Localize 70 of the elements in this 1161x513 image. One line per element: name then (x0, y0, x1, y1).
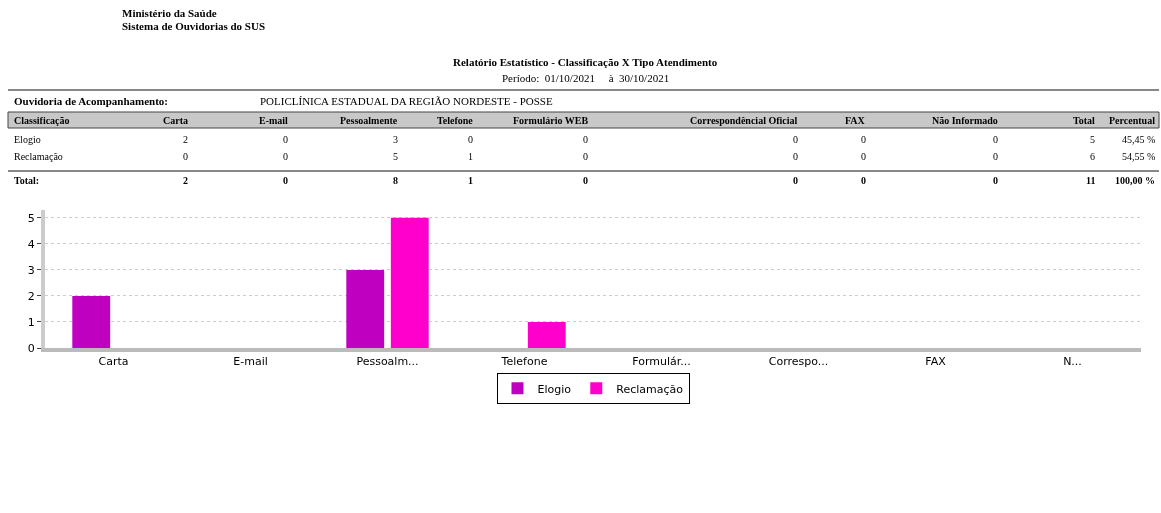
text: 0 (283, 134, 288, 145)
text: 0 (468, 134, 473, 145)
bar (390, 217, 429, 348)
text: 2 (183, 134, 188, 145)
text: 54,55 % (1122, 151, 1156, 162)
text: 0 (861, 175, 866, 186)
text: Classificação (14, 115, 70, 126)
x-tick-label: Telefone (500, 355, 548, 369)
text: 0 (583, 151, 588, 162)
text: 0 (993, 175, 998, 186)
text: 0 (861, 134, 866, 145)
legend-label: Elogio (537, 382, 572, 396)
text: 0 (283, 175, 288, 186)
x-tick-label: Carta (98, 355, 129, 369)
text: Reclamação (14, 151, 63, 162)
text: 0 (793, 175, 798, 186)
text: Total (1073, 115, 1096, 126)
text: Ministério da Saúde (122, 7, 217, 19)
text: Total: (14, 175, 40, 186)
text: Ouvidoria de Acompanhamento: (14, 95, 169, 107)
text: 45,45 % (1122, 134, 1156, 145)
text: 0 (993, 134, 998, 145)
text: Não Informado (932, 115, 998, 126)
text: 0 (583, 134, 588, 145)
x-tick-label: N... (1063, 355, 1082, 369)
text: 0 (183, 151, 188, 162)
text: 0 (793, 134, 798, 145)
y-tick-label: 0 (27, 341, 35, 355)
text: 6 (1090, 151, 1095, 162)
text: 0 (861, 151, 866, 162)
text: 11 (1086, 175, 1096, 186)
chart-title: Relatório Estatístico - Classificação X Tipo Atendimento (453, 56, 718, 68)
legend-label: Reclamação (616, 382, 684, 396)
text: Elogio (14, 134, 41, 145)
x-tick-label: E-mail (233, 355, 268, 369)
text: Correspondêncial Oficial (690, 115, 798, 126)
text: Formulário WEB (513, 115, 589, 126)
text: 5 (1090, 134, 1095, 145)
text: Percentual (1109, 115, 1156, 126)
text: 100,00 % (1115, 175, 1155, 186)
text: FAX (845, 115, 866, 126)
text: Sistema de Ouvidorias do SUS (122, 20, 266, 32)
bar (72, 295, 111, 348)
y-tick-label: 1 (27, 315, 35, 329)
x-tick-label: FAX (925, 355, 947, 369)
text: 3 (393, 134, 398, 145)
bar (346, 269, 385, 348)
x-tick-label: Correspo... (768, 355, 829, 369)
y-tick-label: 2 (27, 289, 35, 303)
text: 1 (468, 175, 473, 186)
x-tick-label: Pessoalm... (356, 355, 419, 369)
text: 0 (283, 151, 288, 162)
text: E-mail (259, 115, 289, 126)
x-tick-label: Formulár... (632, 355, 691, 369)
y-tick-label: 3 (27, 263, 35, 277)
text: Pessoalmente (340, 115, 398, 126)
text: 8 (393, 175, 398, 186)
bar (527, 321, 566, 348)
text: Telefone (437, 115, 474, 126)
y-tick-label: 4 (27, 237, 35, 251)
text: 0 (583, 175, 588, 186)
chart-subtitle: Período: 01/10/2021 à 30/10/2021 (502, 72, 670, 84)
text: 0 (993, 151, 998, 162)
text: 1 (468, 151, 473, 162)
text: 0 (793, 151, 798, 162)
text: POLICLÍNICA ESTADUAL DA REGIÃO NORDESTE - POSSE (260, 95, 553, 107)
text: Carta (163, 115, 188, 126)
text: 2 (183, 175, 188, 186)
text: 5 (393, 151, 398, 162)
y-tick-label: 5 (27, 211, 35, 225)
